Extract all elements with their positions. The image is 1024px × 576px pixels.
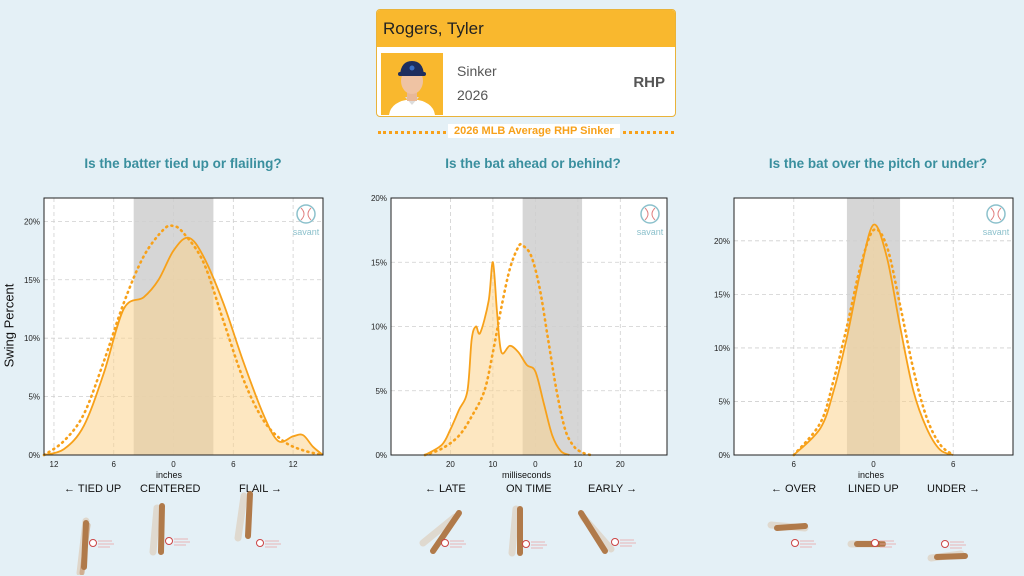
x-tick-label: 6 xyxy=(792,460,797,469)
savant-logo-text: savant xyxy=(637,227,664,237)
y-tick-label: 10% xyxy=(24,334,40,343)
bat-icon-on-time xyxy=(508,505,547,557)
mlb-average-line xyxy=(423,242,592,457)
panel-2-center-label: ON TIME xyxy=(506,483,552,495)
y-tick-label: 15% xyxy=(714,290,730,299)
panel-3-center-label: LINED UP xyxy=(848,483,899,495)
mlb-average-line xyxy=(42,224,325,457)
x-tick-label: 10 xyxy=(488,460,497,469)
y-tick-label: 20% xyxy=(371,194,387,203)
plot-border xyxy=(390,197,668,456)
savant-logo: savant xyxy=(637,204,664,237)
panel-2-xlabel: milliseconds xyxy=(502,470,552,480)
mlb-average-line xyxy=(792,227,955,457)
bat-icon-tied-up xyxy=(76,517,114,575)
y-tick-label: 0% xyxy=(28,451,40,460)
bat-icon-early xyxy=(578,510,636,554)
handedness: RHP xyxy=(633,74,665,91)
y-tick-label: 15% xyxy=(371,258,387,267)
panel-3-xlabel: inches xyxy=(858,470,885,480)
bat-icon-flail xyxy=(234,491,281,548)
x-tick-label: 12 xyxy=(50,460,59,469)
chart-tied-up: 12 6 0 6 12 0% 5% 10% 15% 20% savant xyxy=(24,197,325,469)
legend-label: 2026 MLB Average RHP Sinker xyxy=(448,124,620,138)
savant-logo: savant xyxy=(293,204,320,237)
player-density-line xyxy=(793,223,954,456)
x-tick-label: 12 xyxy=(289,460,298,469)
pitch-type: Sinker xyxy=(457,63,497,79)
player-card: Rogers, Tyler Sinker 2026 RHP xyxy=(376,9,676,117)
player-photo xyxy=(381,53,443,115)
bat-icon-over xyxy=(767,521,816,548)
player-density-line xyxy=(43,236,324,456)
y-tick-label: 20% xyxy=(24,217,40,226)
x-tick-label: 0 xyxy=(171,460,176,469)
y-tick-label: 5% xyxy=(375,387,387,396)
panel-1-xlabel: inches xyxy=(156,470,183,480)
plot-border xyxy=(43,197,324,456)
y-tick-label: 10% xyxy=(371,323,387,332)
panel-3-question: Is the bat over the pitch or under? xyxy=(768,156,988,171)
x-tick-label: 6 xyxy=(231,460,236,469)
y-tick-label: 15% xyxy=(24,276,40,285)
plot-border xyxy=(733,197,1014,456)
y-tick-label: 0% xyxy=(718,451,730,460)
y-tick-label: 20% xyxy=(714,237,730,246)
chart-over-under: 6 0 6 0% 5% 10% 15% 20% savant xyxy=(714,197,1014,469)
panel-1-question: Is the batter tied up or flailing? xyxy=(84,156,282,171)
x-tick-label: 20 xyxy=(616,460,625,469)
savant-logo-text: savant xyxy=(293,227,320,237)
x-tick-label: 0 xyxy=(533,460,538,469)
bat-icon-under xyxy=(927,540,968,562)
y-axis-label: Swing Percent xyxy=(1,283,17,368)
panel-3-left-label: ← OVER xyxy=(771,483,817,495)
player-density-area xyxy=(793,224,954,455)
x-tick-label: 0 xyxy=(871,460,876,469)
legend: 2026 MLB Average RHP Sinker xyxy=(378,124,674,138)
y-tick-label: 5% xyxy=(718,397,730,406)
bat-icon-lined-up xyxy=(847,539,896,548)
panel-2-right-label: EARLY → xyxy=(588,483,638,495)
bat-icon-late xyxy=(419,510,466,554)
y-tick-label: 10% xyxy=(714,344,730,353)
player-name: Rogers, Tyler xyxy=(377,10,675,47)
x-tick-label: 6 xyxy=(112,460,117,469)
panel-2-left-label: ← LATE xyxy=(425,483,466,495)
y-tick-label: 0% xyxy=(375,451,387,460)
season-year: 2026 xyxy=(457,87,489,103)
bat-icon-centered xyxy=(149,503,190,556)
panel-1-center-label: CENTERED xyxy=(140,483,201,495)
x-tick-label: 6 xyxy=(951,460,956,469)
x-tick-label: 10 xyxy=(573,460,582,469)
panel-3-right-label: UNDER → xyxy=(927,483,981,495)
player-density-line xyxy=(424,261,570,456)
y-tick-label: 5% xyxy=(28,393,40,402)
panel-2-question: Is the bat ahead or behind? xyxy=(445,156,621,171)
panel-1-left-label: ← TIED UP xyxy=(64,483,122,495)
x-tick-label: 20 xyxy=(446,460,455,469)
savant-logo-text: savant xyxy=(983,227,1010,237)
chart-ahead-behind: 20 10 0 10 20 0% 5% 10% 15% 20% savant xyxy=(371,194,668,469)
savant-logo: savant xyxy=(983,204,1010,237)
